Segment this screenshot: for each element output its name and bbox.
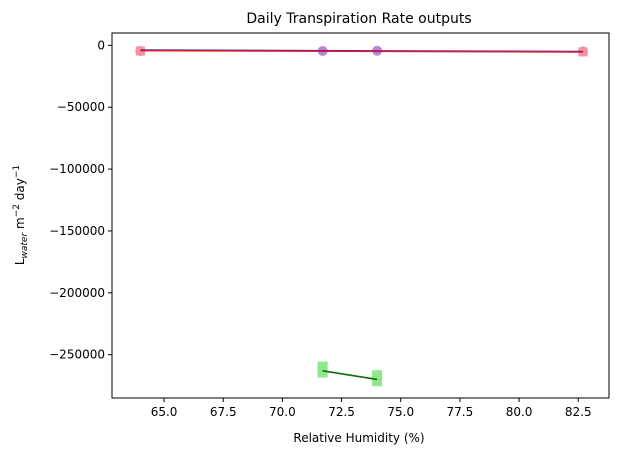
series-line (322, 369, 378, 381)
y-tick-label: −50000 (57, 100, 105, 114)
chart-title: Daily Transpiration Rate outputs (246, 11, 471, 27)
x-tick-label: 77.5 (447, 405, 474, 419)
x-tick-label: 72.5 (328, 405, 355, 419)
plot-marks (135, 45, 588, 387)
x-tick-label: 67.5 (210, 405, 237, 419)
y-axis-label-sub: water (20, 232, 30, 259)
x-tick-label: 82.5 (565, 405, 592, 419)
series-line (140, 49, 583, 53)
x-tick-label: 75.0 (387, 405, 414, 419)
x-tick-label: 80.0 (506, 405, 533, 419)
y-axis-label-sup2: −1 (12, 165, 22, 178)
data-point (317, 361, 328, 378)
y-tick-label: −200000 (49, 286, 105, 300)
y-axis-label-rest2: day (13, 178, 27, 204)
y-axis-label-rest: m (13, 217, 27, 233)
y-axis: 0 −50000 −100000 −150000 −200000 −250000 (49, 38, 112, 362)
y-tick-label: −150000 (49, 224, 105, 238)
y-axis-label-sup1: −2 (12, 204, 22, 217)
y-axis-label: Lwater m−2 day−1 (12, 165, 30, 265)
y-tick-label: −100000 (49, 162, 105, 176)
y-tick-label: −250000 (49, 348, 105, 362)
y-tick-label: 0 (97, 38, 105, 52)
x-tick-label: 65.0 (151, 405, 178, 419)
plot-frame (111, 32, 610, 399)
x-axis-label: Relative Humidity (%) (293, 431, 424, 445)
x-axis: 65.0 67.5 70.0 72.5 75.0 77.5 80.0 82.5 (151, 398, 592, 419)
x-tick-label: 70.0 (269, 405, 296, 419)
data-point (372, 370, 383, 387)
y-axis-label-base: L (13, 258, 27, 265)
